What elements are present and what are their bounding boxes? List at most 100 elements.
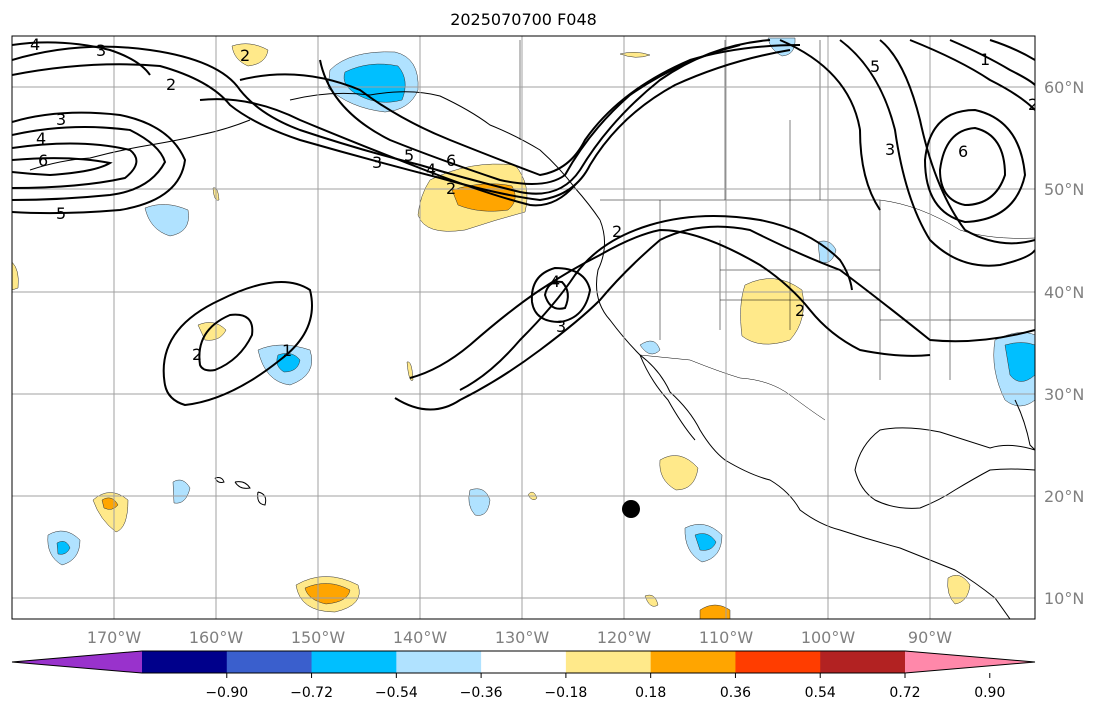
contour-label: 3 [96,41,106,60]
coastline-layer [29,91,1035,619]
contour-label: 2 [1028,95,1038,114]
contour-label: 3 [372,153,382,172]
contour-west-low [12,111,187,215]
lon-label: 150°W [291,628,346,647]
contour-label: 6 [446,151,456,170]
border-us-canada [600,199,1035,239]
colorbar-tick-label: −0.72 [290,685,333,701]
shade-pos-8 [619,52,651,58]
location-dot [622,500,640,518]
lon-label: 120°W [597,628,652,647]
colorbar-segment [820,651,906,673]
contour-label: 1 [980,50,990,69]
contour-label: 5 [56,204,66,223]
contour-upper-arc-2 [12,49,791,202]
contour-west-coast-ridge-2 [409,228,931,379]
contour-west-low-4 [12,157,113,177]
coastline-gulf-of-mexico [854,427,1035,509]
lon-label: 90°W [908,628,952,647]
contour-east-trough-3 [879,39,1035,245]
contour-ne-arcs [909,39,1035,111]
lon-label: 130°W [495,628,550,647]
lat-label: 50°N [1044,180,1084,199]
lon-label: 110°W [699,628,754,647]
lon-label: 160°W [189,628,244,647]
contour-west-coast-ridge [394,225,1035,411]
contour-west-low-3 [12,142,138,189]
shade-pos-southwest-us [740,278,804,345]
colorbar-segment [311,651,397,673]
contour-upper-arc-5 [199,98,576,207]
colorbar-tick-label: −0.18 [544,685,587,701]
colorbar-tick-label: 0.72 [889,685,920,701]
shade-neg-5 [468,488,491,516]
coastline-north-america-west [596,219,1011,619]
contour-label: 3 [885,140,895,159]
contour-east-trough-1 [779,39,881,211]
lat-label: 60°N [1044,78,1084,97]
shade-neg-4-core [694,533,717,551]
colorbar-segment [142,651,228,673]
shade-neg-9 [639,340,661,355]
contour-central-pacific-high-2 [198,313,254,372]
contour-label: 2 [612,222,622,241]
contour-label: 2 [795,301,805,320]
latitude-labels: 60°N 50°N 40°N 30°N 20°N 10°N [1044,78,1084,608]
contour-label: 4 [550,272,560,291]
colorbar-tick-label: 0.90 [974,685,1005,701]
shade-pos-4 [659,455,699,491]
lat-label: 20°N [1044,487,1084,506]
colorbar-segment [481,651,567,673]
coastline-baja [639,354,696,441]
contour-central-pacific-high [162,281,313,407]
contour-label: 6 [958,142,968,161]
shade-pos-10 [406,361,414,381]
contour-label: 4 [36,129,46,148]
colorbar-tick-label: −0.54 [375,685,418,701]
map-panel [12,36,1035,619]
contour-upper-arc-4 [319,44,741,185]
border-layer [519,40,1035,421]
contour-label: 3 [556,317,566,336]
contour-label: 5 [870,57,880,76]
colorbar: −0.90 −0.72 −0.54 −0.36 −0.18 0.18 0.36 0.54 0.7… [11,650,1036,701]
shade-pos-12 [12,261,19,291]
contour-high-ca [530,266,592,324]
coastline-hawaii [214,477,267,506]
lat-label: 40°N [1044,283,1084,302]
contour-labels: 4 3 2 3 4 6 5 2 3 5 4 6 2 4 3 2 2 1 2 5 … [30,35,1038,364]
colorbar-tick-label: 0.18 [635,685,666,701]
colorbar-extend-low [12,651,142,673]
colorbar-tick-label: −0.36 [460,685,503,701]
border-us-mexico [639,354,826,421]
colorbar-segment [396,651,482,673]
colorbar-outline [11,650,1036,674]
contour-east-low [938,126,1007,207]
shade-pos-3 [92,492,129,533]
shade-pos-1 [231,43,269,67]
coastline-florida [1014,399,1035,451]
shade-neg-6 [172,479,191,504]
map-frame [11,35,1036,620]
colorbar-segment [735,651,821,673]
shade-neg-8 [767,37,796,57]
contour-label: 4 [426,160,436,179]
contour-east-trough-2 [839,39,1035,267]
colorbar-tick-label: 0.54 [805,685,836,701]
lon-label: 170°W [87,628,142,647]
lat-label: 10°N [1044,589,1084,608]
contour-label: 6 [38,151,48,170]
contour-label: 2 [166,75,176,94]
lat-label: 30°N [1044,385,1084,404]
contour-upper-arc-1 [12,39,771,195]
lon-label: 140°W [393,628,448,647]
contour-west-low-2 [12,125,167,201]
border-states-1 [659,200,1035,380]
contour-label: 2 [446,179,456,198]
contour-label: 4 [30,35,40,54]
contour-label: 5 [404,146,414,165]
contour-high-ca-2 [543,280,569,310]
graticule [12,36,1035,619]
contour-layer [12,39,1035,411]
